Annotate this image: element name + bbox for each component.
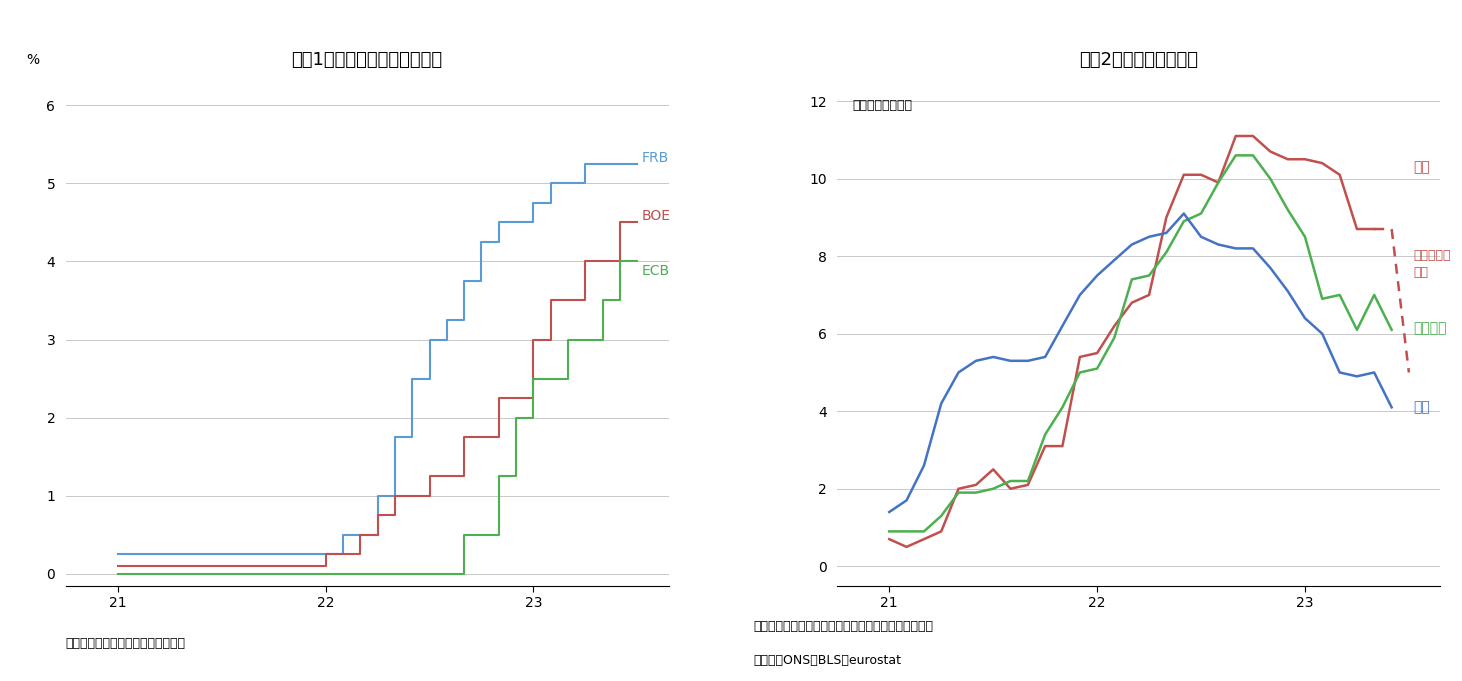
Title: 図表1　米英欧中銀の政策金利: 図表1 米英欧中銀の政策金利: [291, 51, 443, 69]
Text: BOE: BOE: [642, 209, 671, 223]
Text: %: %: [26, 52, 39, 67]
Text: ５月予測の
軌道: ５月予測の 軌道: [1414, 249, 1450, 279]
Text: （注）５月予測は金融政策報告書（ＭＰＲ）の予測値: （注）５月予測は金融政策報告書（ＭＰＲ）の予測値: [753, 620, 933, 633]
Text: ユーロ圈: ユーロ圈: [1414, 321, 1446, 335]
Text: 英国: 英国: [1414, 160, 1430, 174]
Text: （前年同月比％）: （前年同月比％）: [852, 99, 912, 112]
Title: 図表2　米欧英のＣＰＩ: 図表2 米欧英のＣＰＩ: [1079, 51, 1199, 69]
Text: 米国: 米国: [1414, 400, 1430, 414]
Text: （資料）　ＢＯＥ、ＦＲＢ、ＥＣＢ: （資料） ＢＯＥ、ＦＲＢ、ＥＣＢ: [66, 637, 186, 650]
Text: FRB: FRB: [642, 151, 668, 165]
Text: （資料）ONS、BLS、eurostat: （資料）ONS、BLS、eurostat: [753, 654, 901, 667]
Text: ECB: ECB: [642, 264, 670, 278]
